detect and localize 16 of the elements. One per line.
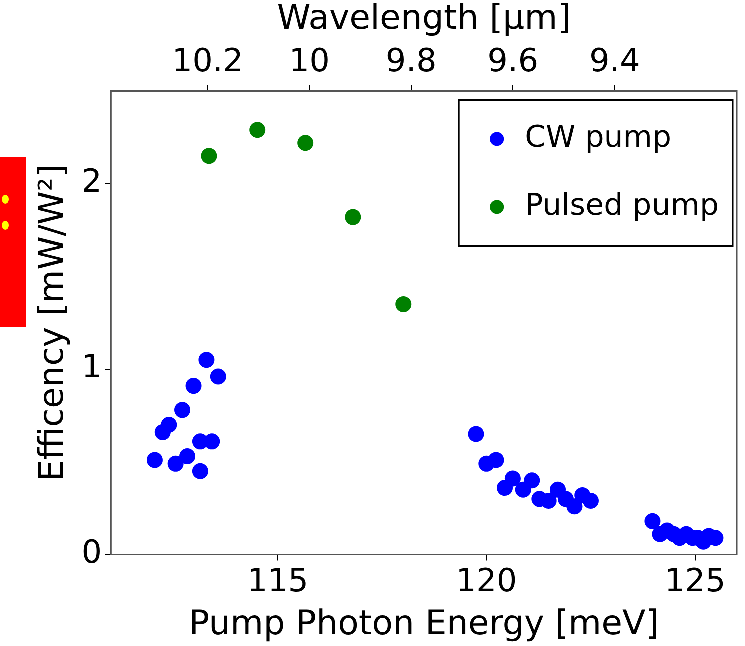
x-axis-title: Pump Photon Energy [meV] bbox=[189, 603, 660, 644]
x2-tick-label: 10.2 bbox=[172, 41, 244, 80]
x2-tick-label: 9.4 bbox=[589, 41, 640, 80]
y-axis-title: Efficency [mW/W²] bbox=[32, 164, 72, 482]
x-tick-label: 115 bbox=[248, 561, 309, 600]
y-tick-label: 2 bbox=[82, 162, 102, 200]
x2-tick-label: 9.8 bbox=[386, 41, 437, 80]
y-tick-label: 1 bbox=[82, 348, 102, 386]
x-tick-label: 125 bbox=[664, 561, 726, 600]
legend-label: CW pump bbox=[525, 120, 672, 155]
legend-label: Pulsed pump bbox=[525, 188, 720, 223]
x2-tick-label: 10 bbox=[289, 41, 330, 80]
x2-axis-title: Wavelength [μm] bbox=[277, 0, 571, 38]
x-tick-label: 120 bbox=[456, 561, 518, 600]
x2-tick-label: 9.6 bbox=[488, 41, 539, 80]
y-tick-label: 0 bbox=[82, 533, 102, 572]
